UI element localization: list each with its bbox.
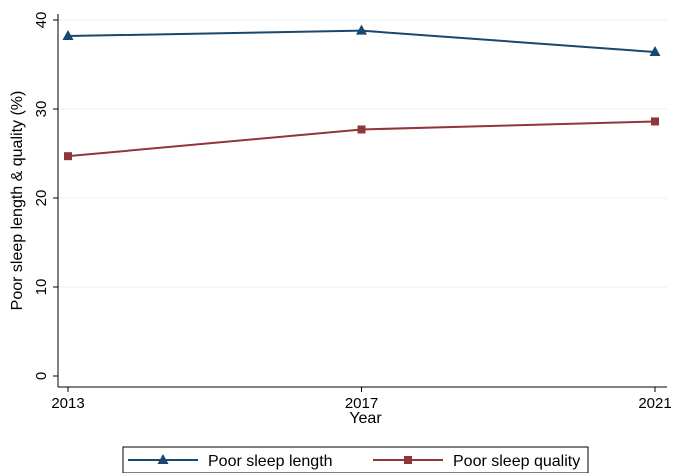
- axes: [57, 14, 667, 388]
- gridlines: [58, 19, 667, 288]
- y-ticks: 0 10 20 30 40: [33, 12, 58, 380]
- series-2: [64, 117, 659, 161]
- data-point: [651, 117, 659, 126]
- legend-marker: [404, 456, 412, 464]
- data-point: [649, 46, 661, 57]
- series-layer: [62, 24, 661, 161]
- x-tick-label: 2021: [638, 395, 671, 412]
- x-tick-label: 2013: [51, 395, 84, 412]
- y-tick-label: 20: [33, 190, 50, 207]
- data-point: [356, 24, 367, 35]
- legend-box: [122, 446, 589, 473]
- legend-entry: Poor sleep length: [128, 453, 333, 470]
- legend-label: Poor sleep length: [208, 453, 333, 470]
- data-point: [62, 30, 74, 41]
- data-point: [64, 152, 72, 161]
- y-tick-label: 10: [33, 279, 50, 296]
- x-tick-label: 2017: [345, 395, 378, 412]
- legend-label: Poor sleep quality: [453, 453, 580, 470]
- y-tick-label: 0: [33, 372, 50, 380]
- data-point: [357, 125, 366, 134]
- x-axis-title: Year: [349, 410, 382, 427]
- legend-marker: [157, 454, 169, 464]
- legend: Poor sleep length Poor sleep quality: [122, 446, 589, 473]
- x-ticks: 2013 2017 2021: [51, 387, 672, 412]
- y-tick-label: 30: [33, 101, 50, 118]
- y-axis-title: Poor sleep length & quality (%): [9, 91, 26, 311]
- series-1: [62, 24, 661, 57]
- legend-entry: Poor sleep quality: [373, 453, 580, 470]
- y-tick-label: 40: [33, 12, 50, 29]
